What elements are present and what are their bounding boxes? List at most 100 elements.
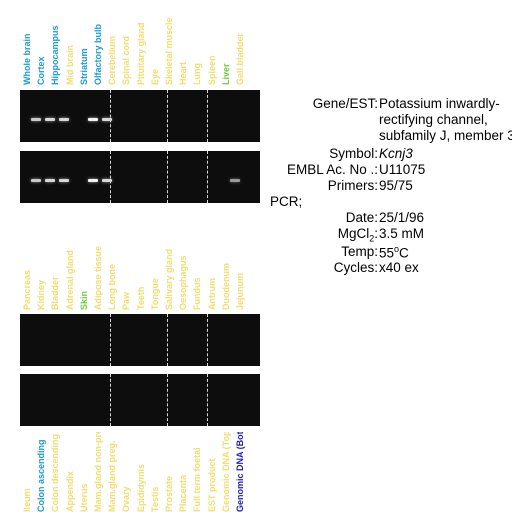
panel2-lane-label: Paw [121,291,132,310]
panel2-bottom-lane-divider [207,374,208,426]
panel2-lane-label: Antrum [206,278,217,310]
mgcl-colon: : [374,226,378,241]
embl-key: EMBL Ac. No .: [286,162,378,177]
panel3-lane-label: Testis [149,486,160,512]
symbol-key: Symbol: [329,146,378,161]
panel3-lane-label: Ovary [121,486,132,512]
panel2-lane-label: Salivary gland [164,248,174,310]
panel1-lane-label: Skeletal muscle [164,17,174,85]
panel1-top-band [87,118,98,121]
mgcl-value: 3.5 mM [379,226,425,241]
panel1-lane-label: Lung [192,63,203,85]
panel2-top-lane-divider [167,314,168,366]
panel2-lane-label: Adrenal gland [64,249,75,310]
panel1-gel-top [20,90,260,142]
panel2-lane-label: Tongue [149,278,160,310]
panel2-gel-bottom [20,374,260,426]
panel3-lane-label: Genomic DNA (Bot.) [235,432,245,512]
primers-value: 95/75 [379,178,413,193]
panel1-bottom-band [102,179,112,182]
panel1-lane-label: Mid brain [64,45,75,85]
cycles-key: Cycles: [333,260,378,275]
panel3-lane-label: Ileum [22,488,32,512]
panel3-lane-label: Placenta [178,474,189,512]
panel1-bottom-lane-divider [167,151,168,203]
gene-key: Gene/EST: [312,96,378,111]
panel3-lane-label: Full term foetal [192,447,203,512]
panel1-gel-bottom [20,151,260,203]
date-key: Date: [345,210,378,225]
temp-number: 55 [379,245,395,261]
panel1-lane-label: Hippocampus [50,25,61,85]
panel1-top-band [59,118,70,121]
mgcl-subscript: 2 [369,233,375,244]
mgcl-label: MgCl [337,226,370,241]
panel1-top-band [45,118,56,121]
panel1-lane-label: Cerebellum [107,35,118,85]
panel1-bottom-band [45,179,56,182]
mgcl-key: MgCl2: [270,226,378,244]
panel3-lane-label: EST product [206,458,217,512]
panel1-bottom-lane-divider [110,151,111,203]
panel2-top-lane-divider [110,314,111,366]
panel1-lane-labels: Whole brain Cortex Hippocampus Mid brain Str… [20,15,260,85]
panel3-lane-label: Genomic DNA (Top) [220,432,231,512]
panel1-lane-label: Whole brain [22,33,32,86]
panel2-lane-label: Duodenum [220,263,231,310]
panel1-bottom-band [59,179,70,182]
panel2-lane-label: Skin [78,290,89,310]
panel1-lane-label: Spleen [206,55,217,85]
panel1-lane-label: Spinal cord [121,35,132,85]
panel1-lane-label: Olfactory bulb [93,23,103,85]
panel1-lane-label: Pituitary gland [135,22,146,85]
panel1-bottom-lane-divider [207,151,208,203]
symbol-value: Kcnj3 [379,146,413,161]
pcr-key: PCR; [270,194,303,209]
panel2-lane-label: Teeth [135,286,146,310]
temp-degree: o [394,244,400,254]
panel3-lane-label: Uterus [78,483,89,512]
cycles-value: x40 ex [379,260,419,275]
panel2-lane-labels: Pancreas Kidney Bladder Adrenal gland Skin Ad… [20,240,260,310]
panel2-lane-label: Fundus [192,277,203,311]
panel1-top-band [102,118,112,121]
panel2-lane-label: Bladder [50,276,61,310]
panel1-lane-label: Heart [178,61,189,85]
panel3-lane-label: Mam.gland non-preg. [93,432,103,512]
primers-key: Primers: [327,178,378,193]
panel1-top-band [31,118,41,121]
panel1-bottom-band [31,179,41,182]
panel3-lane-label: Mam.gland preg. [107,440,118,512]
panel1-lane-label: Cortex [36,56,47,85]
panel2-lane-label: Kidney [36,279,47,310]
panel2-top-lane-divider [207,314,208,366]
gene-value: Potassium inwardly-rectifying channel, s… [379,96,512,143]
panel1-lane-label: Liver [220,63,231,85]
panel2-lane-label: Oesophagus [178,255,189,310]
panel3-lane-label: Prostate [164,475,174,512]
panel2-lane-label: Jejunum [235,272,245,310]
panel2-lane-label: Pancreas [22,269,32,310]
panel3-lane-label: Colon descending [50,433,61,512]
panel3-lane-label: Epididymis [135,463,146,512]
panel2-bottom-lane-divider [110,374,111,426]
panel2-bottom-lane-divider [167,374,168,426]
temp-key: Temp: [341,244,378,259]
panel1-lane-label: Striatum [78,48,89,85]
panel1-lane-label: Gall bladder [235,32,245,85]
panel3-lane-label: Colon ascending [36,439,47,512]
embl-value: U11075 [379,162,426,177]
panel1-top-lane-divider [207,90,208,142]
panel1-lane-label: Eye [149,68,160,85]
panel3-lane-labels: Ileum Colon ascending Colon descending Appe… [20,432,270,512]
panel2-lane-label: Long bone [107,264,118,310]
temp-value: 55oC [378,244,409,261]
panel3-lane-label: Appendix [64,470,75,512]
temp-unit: C [399,245,409,261]
panel2-gel-top [20,314,260,366]
panel1-bottom-band [87,179,98,182]
panel1-bottom-band [229,179,240,182]
panel1-top-lane-divider [167,90,168,142]
panel2-lane-label: Adipose tissue [93,245,103,310]
panel1-top-lane-divider [110,90,111,142]
